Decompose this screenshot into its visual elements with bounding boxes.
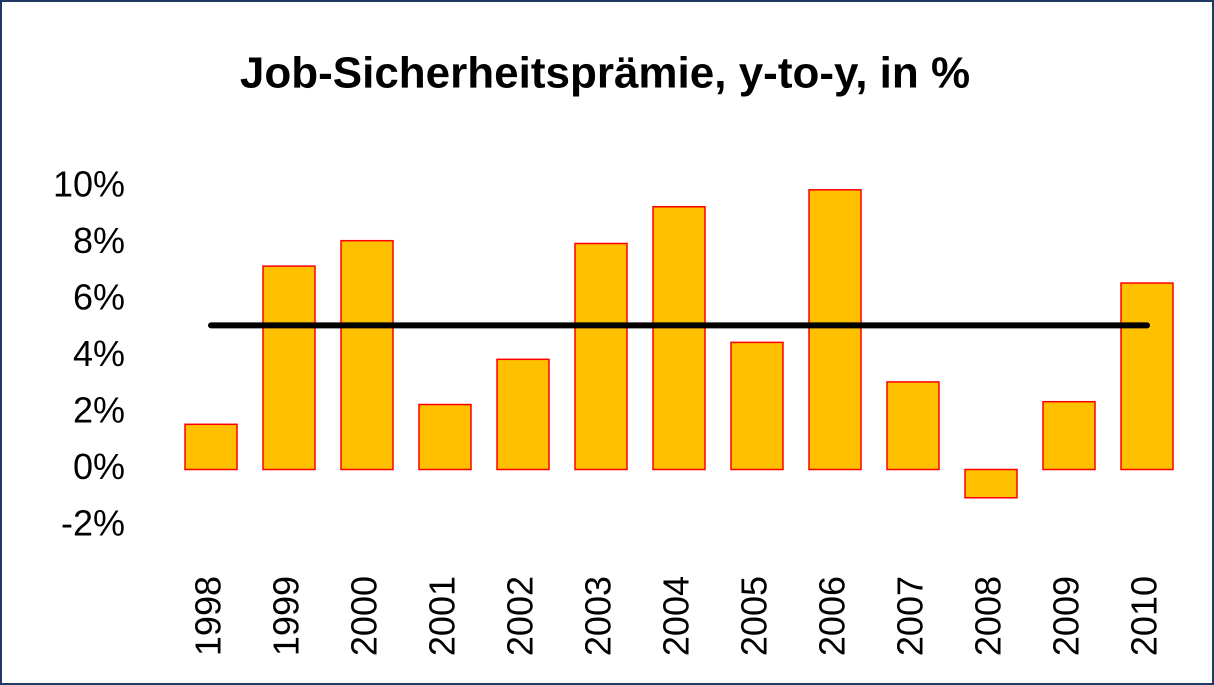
x-tick-label: 2000 bbox=[344, 576, 385, 656]
bar bbox=[1042, 400, 1096, 471]
bar bbox=[808, 189, 862, 471]
bar bbox=[652, 206, 706, 471]
bar bbox=[574, 242, 628, 471]
bar bbox=[964, 468, 1018, 499]
y-tick-label: 4% bbox=[73, 333, 125, 374]
x-tick-label: 1998 bbox=[188, 576, 229, 656]
x-tick-label: 2003 bbox=[578, 576, 619, 656]
bar bbox=[730, 341, 784, 471]
bar bbox=[262, 265, 316, 471]
x-tick-label: 2009 bbox=[1046, 576, 1087, 656]
y-tick-label: 8% bbox=[73, 220, 125, 261]
x-tick-label: 2007 bbox=[890, 576, 931, 656]
x-tick-label: 2005 bbox=[734, 576, 775, 656]
y-tick-label: 6% bbox=[73, 277, 125, 318]
x-tick-label: 2002 bbox=[500, 576, 541, 656]
x-tick-label: 2010 bbox=[1124, 576, 1165, 656]
x-tick-label: 2006 bbox=[812, 576, 853, 656]
x-tick-label: 2001 bbox=[422, 576, 463, 656]
y-tick-label: 2% bbox=[73, 390, 125, 431]
x-tick-label: 2008 bbox=[968, 576, 1009, 656]
bar bbox=[184, 423, 238, 471]
chart-title: Job-Sicherheitsprämie, y-to-y, in % bbox=[240, 49, 970, 98]
bar bbox=[1120, 282, 1174, 471]
x-tick-label: 2004 bbox=[656, 576, 697, 656]
bar bbox=[340, 239, 394, 471]
y-tick-label: 10% bbox=[53, 164, 125, 205]
y-tick-label: 0% bbox=[73, 446, 125, 487]
bar bbox=[496, 358, 550, 471]
bar bbox=[418, 403, 472, 471]
x-tick-label: 1999 bbox=[266, 576, 307, 656]
y-tick-label: -2% bbox=[61, 503, 125, 544]
bar bbox=[886, 381, 940, 471]
